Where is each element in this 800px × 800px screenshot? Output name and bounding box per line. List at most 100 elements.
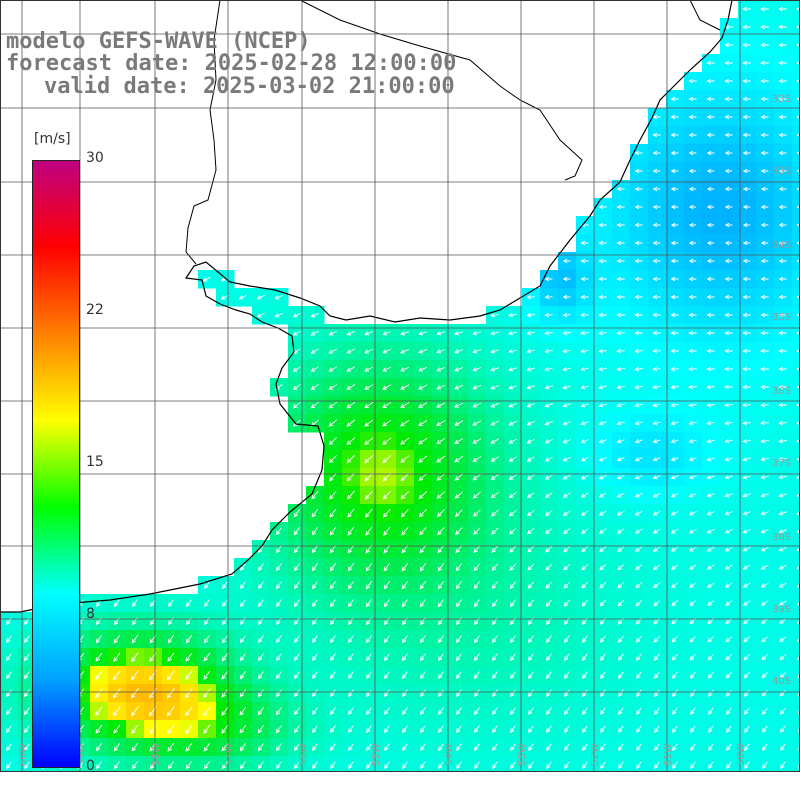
wind-arrow — [383, 544, 391, 554]
wind-arrow — [346, 348, 356, 354]
wind-arrow — [778, 564, 787, 570]
wind-arrow — [634, 402, 643, 408]
wind-cell — [792, 90, 800, 109]
wind-arrow — [778, 510, 787, 516]
wind-arrow — [167, 761, 174, 770]
wind-arrow — [778, 150, 787, 156]
wind-arrow — [221, 742, 229, 752]
wind-arrow — [490, 348, 500, 354]
wind-arrow — [780, 725, 786, 733]
wind-cell — [792, 72, 800, 91]
wind-arrow — [437, 599, 444, 608]
wind-arrow — [526, 294, 535, 300]
wind-arrow — [328, 366, 338, 372]
wind-arrow — [436, 509, 445, 518]
wind-arrow — [526, 312, 535, 318]
wind-arrow — [778, 600, 787, 606]
wind-cell — [792, 558, 800, 577]
colorbar — [32, 160, 80, 768]
wind-arrow — [527, 527, 535, 535]
wind-arrow — [582, 725, 588, 733]
wind-cell — [792, 666, 800, 685]
wind-arrow — [6, 743, 12, 751]
wind-arrow — [545, 599, 552, 607]
wind-arrow — [437, 527, 445, 536]
wind-arrow — [580, 330, 589, 336]
wind-arrow — [670, 330, 679, 336]
wind-arrow — [382, 331, 392, 336]
wind-arrow — [760, 6, 769, 12]
wind-arrow — [526, 330, 535, 336]
wind-arrow — [544, 474, 553, 480]
wind-arrow — [258, 635, 264, 644]
wind-arrow — [636, 725, 642, 733]
wind-arrow — [401, 653, 408, 662]
wind-arrow — [742, 312, 751, 318]
wind-arrow — [257, 707, 265, 716]
wind-arrow — [635, 599, 643, 607]
wind-arrow — [562, 474, 571, 480]
wind-arrow — [706, 294, 715, 300]
wind-arrow — [239, 761, 246, 770]
wind-arrow — [508, 402, 517, 408]
wind-arrow — [760, 384, 769, 390]
wind-arrow — [401, 581, 409, 590]
wind-arrow — [221, 761, 228, 770]
colorbar-unit: [m/s] — [34, 131, 71, 147]
wind-arrow — [364, 366, 374, 372]
wind-arrow — [634, 312, 643, 318]
wind-arrow — [365, 562, 373, 572]
wind-arrow — [581, 528, 589, 534]
wind-arrow — [563, 545, 571, 553]
wind-arrow — [545, 545, 553, 553]
coastline — [0, 0, 733, 613]
wind-arrow — [742, 564, 751, 570]
wind-arrow — [454, 509, 463, 517]
wind-arrow — [347, 544, 355, 554]
wind-arrow — [760, 168, 769, 174]
wind-arrow — [616, 457, 625, 462]
wind-arrow — [454, 473, 464, 481]
wind-cell — [792, 288, 800, 307]
wind-arrow — [580, 492, 589, 498]
wind-arrow — [329, 526, 337, 536]
wind-arrow — [562, 510, 571, 516]
wind-arrow — [328, 455, 337, 464]
wind-arrow — [653, 564, 661, 570]
wind-arrow — [688, 168, 697, 174]
wind-arrow — [580, 402, 589, 408]
wind-arrow — [544, 384, 553, 390]
wind-arrow — [670, 456, 679, 462]
wind-arrow — [510, 689, 516, 698]
wind-arrow — [580, 294, 589, 300]
wind-arrow — [581, 581, 589, 589]
wind-arrow — [544, 403, 553, 408]
wind-arrow — [779, 654, 787, 661]
wind-arrow — [598, 258, 607, 264]
wind-arrow — [598, 402, 607, 408]
wind-arrow — [491, 581, 498, 590]
wind-arrow — [456, 689, 462, 698]
wind-arrow — [293, 689, 300, 698]
wind-cell — [792, 630, 800, 649]
wind-arrow — [688, 294, 697, 300]
wind-arrow — [760, 312, 769, 318]
wind-arrow — [724, 330, 733, 336]
wind-arrow — [598, 474, 607, 480]
wind-arrow — [742, 348, 751, 354]
wind-arrow — [508, 492, 517, 499]
wind-arrow — [294, 761, 300, 770]
wind-arrow — [474, 761, 480, 769]
wind-arrow — [636, 761, 642, 769]
wind-arrow — [690, 689, 696, 697]
wind-arrow — [131, 652, 139, 663]
wind-arrow — [580, 510, 589, 516]
wind-arrow — [546, 761, 552, 769]
wind-arrow — [582, 743, 588, 751]
wind-arrow — [652, 168, 661, 174]
wind-arrow — [706, 456, 715, 462]
wind-arrow — [744, 725, 750, 733]
wind-arrow — [706, 114, 715, 120]
wind-arrow — [382, 402, 392, 409]
wind-arrow — [402, 689, 408, 698]
